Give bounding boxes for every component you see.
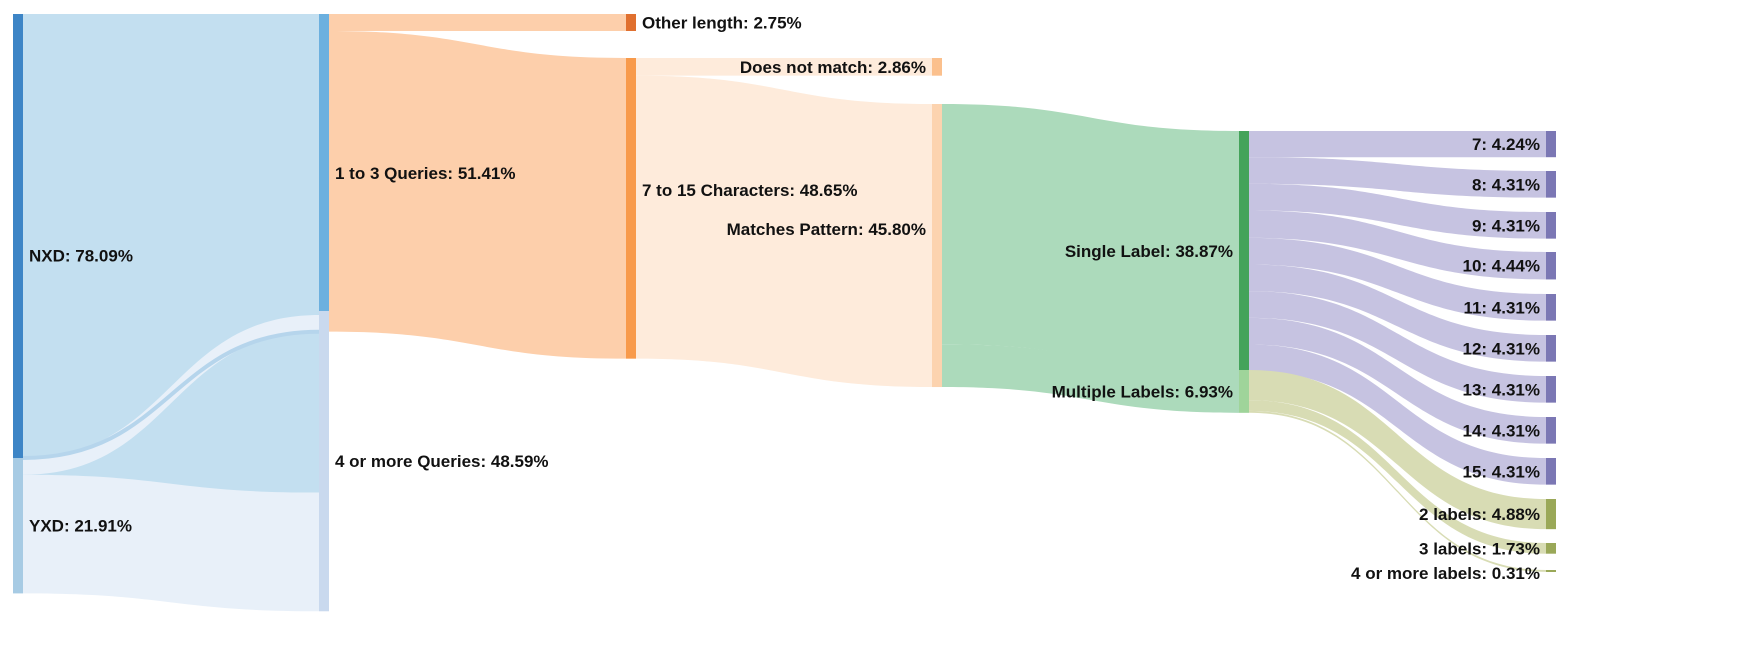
sankey-link-sl-l14: [1249, 317, 1546, 444]
sankey-node-label-l15: 15: 4.31%: [1463, 462, 1541, 481]
sankey-node-label-dnm: Does not match: 2.86%: [740, 58, 926, 77]
sankey-link-yxd-q13-edge: [22, 329, 320, 460]
sankey-node-label-l8: 8: 4.31%: [1472, 175, 1540, 194]
sankey-node-label-nxd: NXD: 78.09%: [29, 246, 133, 265]
sankey-node-q4: [319, 311, 329, 612]
sankey-link-yxd-q4: [23, 474, 319, 612]
sankey-link-ml-lab2: [1249, 370, 1546, 530]
sankey-link-q13-c715: [329, 30, 626, 359]
sankey-link-sl-l8: [1249, 157, 1546, 198]
sankey-node-l9: [1546, 212, 1556, 239]
sankey-labels: NXD: 78.09% YXD: 21.91% 1 to 3 Queries: 51…: [29, 13, 1540, 583]
sankey-link-sl-l13: [1249, 291, 1546, 403]
sankey-link-sl-l11: [1249, 237, 1546, 321]
sankey-node-label-l12: 12: 4.31%: [1463, 339, 1541, 358]
sankey-node-q13: [319, 14, 329, 332]
sankey-node-l14: [1546, 417, 1556, 444]
sankey-node-l11: [1546, 294, 1556, 321]
sankey-node-ol: [626, 14, 636, 31]
sankey-node-c715: [626, 58, 636, 359]
sankey-link-ml-lab4: [1249, 410, 1546, 572]
sankey-node-label-ml: Multiple Labels: 6.93%: [1052, 382, 1233, 401]
sankey-node-label-l9: 9: 4.31%: [1472, 216, 1540, 235]
sankey-node-dnm: [932, 58, 942, 76]
sankey-node-label-yxd: YXD: 21.91%: [29, 517, 132, 536]
sankey-node-label-lab4: 4 or more labels: 0.31%: [1351, 564, 1540, 583]
sankey-node-ml: [1239, 370, 1249, 413]
sankey-node-l8: [1546, 171, 1556, 198]
sankey-link-sl-l7: [1249, 131, 1546, 158]
sankey-node-nxd: [13, 14, 23, 497]
sankey-link-mp-ml: [942, 344, 1239, 413]
sankey-node-label-q4: 4 or more Queries: 48.59%: [335, 452, 549, 471]
sankey-nodes: [13, 14, 1556, 612]
sankey-node-yxd: [13, 458, 23, 594]
sankey-node-l15: [1546, 458, 1556, 485]
sankey-node-lab3: [1546, 543, 1556, 554]
sankey-node-l13: [1546, 376, 1556, 403]
sankey-node-label-sl: Single Label: 38.87%: [1065, 242, 1233, 261]
sankey-links: [22, 14, 1546, 612]
sankey-node-label-c715: 7 to 15 Characters: 48.65%: [642, 181, 857, 200]
sankey-node-label-l14: 14: 4.31%: [1463, 421, 1541, 440]
sankey-link-c715-mp: [636, 75, 932, 387]
sankey-link-sl-l15: [1249, 344, 1546, 485]
sankey-node-label-lab2: 2 labels: 4.88%: [1419, 505, 1540, 524]
sankey-node-label-l13: 13: 4.31%: [1463, 380, 1541, 399]
sankey-link-q13-ol: [329, 14, 626, 31]
sankey-node-sl: [1239, 131, 1249, 372]
sankey-node-lab4: [1546, 570, 1556, 572]
sankey-node-label-mp: Matches Pattern: 45.80%: [727, 220, 926, 239]
sankey-link-nxd-q13: [23, 14, 319, 315]
sankey-link-sl-l9: [1249, 183, 1546, 239]
sankey-node-l10: [1546, 252, 1556, 280]
sankey-node-label-l10: 10: 4.44%: [1463, 257, 1541, 276]
sankey-node-mp: [932, 104, 942, 388]
sankey-node-label-l11: 11: 4.31%: [1463, 298, 1540, 317]
sankey-node-l12: [1546, 335, 1556, 362]
sankey-node-l7: [1546, 131, 1556, 158]
sankey-link-sl-l10: [1249, 210, 1546, 280]
sankey-node-label-lab3: 3 labels: 1.73%: [1419, 539, 1540, 558]
sankey-node-label-l7: 7: 4.24%: [1472, 135, 1540, 154]
sankey-link-c715-dnm: [636, 58, 932, 76]
sankey-node-lab2: [1546, 499, 1556, 530]
sankey-link-mp-sl: [942, 104, 1239, 372]
sankey-node-label-q13: 1 to 3 Queries: 51.41%: [335, 164, 515, 183]
sankey-node-label-ol: Other length: 2.75%: [642, 13, 802, 32]
sankey-link-ml-lab3: [1249, 400, 1546, 554]
sankey-link-sl-l12: [1249, 264, 1546, 362]
